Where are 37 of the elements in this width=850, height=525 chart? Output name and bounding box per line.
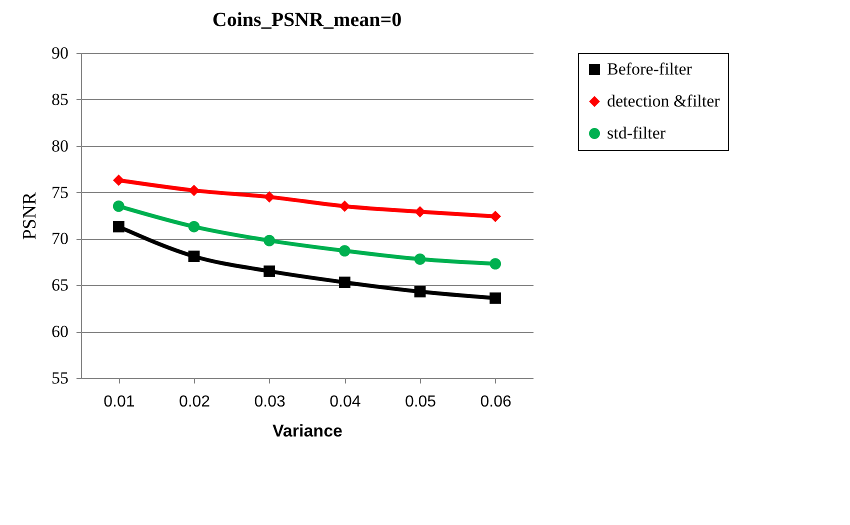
y-tick-label: 80 <box>52 136 68 156</box>
legend-label: std-filter <box>607 124 666 142</box>
point <box>338 276 350 288</box>
legend-label: detection &filter <box>607 92 720 110</box>
point <box>264 266 276 277</box>
point <box>264 191 276 203</box>
point <box>414 286 426 298</box>
point <box>188 250 200 262</box>
point <box>490 210 502 222</box>
y-tick-label: 65 <box>52 276 68 295</box>
y-tick-label: 90 <box>52 44 68 62</box>
x-tick-label: 0.05 <box>404 394 436 410</box>
y-tick-label: 60 <box>52 322 68 342</box>
x-tick-label: 0.02 <box>178 394 210 410</box>
point <box>414 253 426 265</box>
legend-label: Before-filter <box>607 60 692 78</box>
point <box>264 234 276 246</box>
chart-title: Coins_PSNR_mean=0 <box>212 9 402 31</box>
point <box>112 174 124 186</box>
y-axis-title: PSNR <box>20 192 40 240</box>
point <box>112 200 124 212</box>
y-tick-label: 70 <box>52 229 68 248</box>
point <box>188 184 200 196</box>
point <box>188 220 200 232</box>
point <box>338 245 350 256</box>
y-tick-label: 55 <box>52 368 68 388</box>
y-tick-label: 75 <box>52 182 68 202</box>
point <box>490 258 502 270</box>
x-tick-label: 0.04 <box>330 394 361 410</box>
x-axis-title: Variance <box>272 422 342 440</box>
point <box>490 292 502 304</box>
x-tick-label: 0.06 <box>480 394 512 410</box>
y-tick-label: 85 <box>52 90 68 109</box>
point <box>338 200 350 212</box>
x-tick-label: 0.03 <box>254 394 286 410</box>
point <box>112 220 124 232</box>
x-tick-label: 0.01 <box>104 394 135 410</box>
